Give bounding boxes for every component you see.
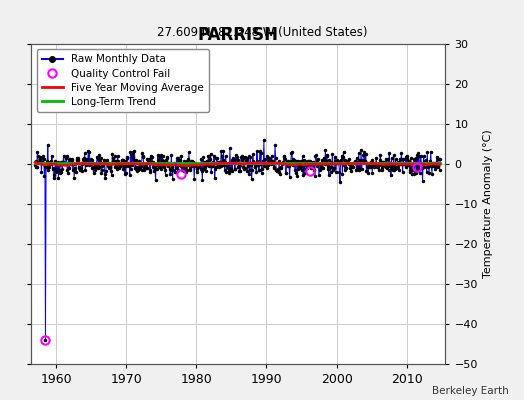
Text: 27.609 N, 82.348 W (United States): 27.609 N, 82.348 W (United States) — [157, 26, 367, 39]
Y-axis label: Temperature Anomaly (°C): Temperature Anomaly (°C) — [484, 130, 494, 278]
Title: PARRISH: PARRISH — [198, 26, 279, 44]
Text: Berkeley Earth: Berkeley Earth — [432, 386, 508, 396]
Legend: Raw Monthly Data, Quality Control Fail, Five Year Moving Average, Long-Term Tren: Raw Monthly Data, Quality Control Fail, … — [37, 49, 209, 112]
